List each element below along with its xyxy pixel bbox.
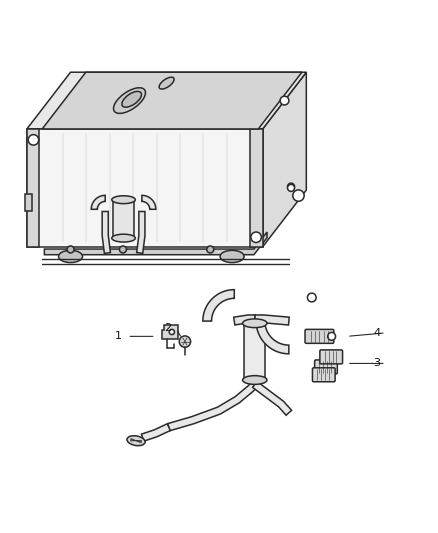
Polygon shape [142,195,156,209]
Polygon shape [263,72,306,247]
FancyBboxPatch shape [314,360,337,374]
Polygon shape [251,129,263,247]
Polygon shape [42,72,302,129]
Polygon shape [256,321,289,354]
Polygon shape [27,72,306,129]
Polygon shape [168,382,258,431]
Polygon shape [27,129,39,247]
Text: 1: 1 [115,332,122,341]
Ellipse shape [243,319,267,328]
Ellipse shape [112,196,135,204]
Ellipse shape [113,88,145,114]
Polygon shape [203,289,234,321]
Ellipse shape [112,234,135,242]
FancyBboxPatch shape [320,350,343,364]
Ellipse shape [159,77,174,89]
Ellipse shape [243,376,267,384]
Polygon shape [27,129,263,247]
Ellipse shape [59,251,82,263]
Polygon shape [113,200,134,238]
Circle shape [67,246,74,253]
FancyBboxPatch shape [312,368,335,382]
Ellipse shape [122,91,141,107]
Circle shape [28,135,39,145]
Circle shape [120,246,127,253]
Polygon shape [91,195,105,209]
FancyBboxPatch shape [305,329,334,343]
Polygon shape [234,315,255,325]
Circle shape [251,232,261,243]
Polygon shape [25,194,32,212]
Circle shape [179,336,191,348]
Polygon shape [141,424,170,441]
Polygon shape [162,326,177,338]
Circle shape [207,246,214,253]
Polygon shape [44,232,267,255]
Text: 3: 3 [374,358,381,368]
Circle shape [328,333,336,340]
Circle shape [307,293,316,302]
Circle shape [288,184,294,191]
Text: 4: 4 [374,328,381,338]
Ellipse shape [220,251,244,263]
Ellipse shape [127,435,145,446]
Circle shape [169,329,174,335]
Polygon shape [253,382,292,415]
Polygon shape [255,315,289,325]
Circle shape [293,190,304,201]
Text: 2: 2 [164,324,171,334]
Polygon shape [244,323,265,380]
Polygon shape [137,212,145,253]
Circle shape [280,96,289,105]
Polygon shape [102,212,110,253]
Circle shape [288,183,294,190]
